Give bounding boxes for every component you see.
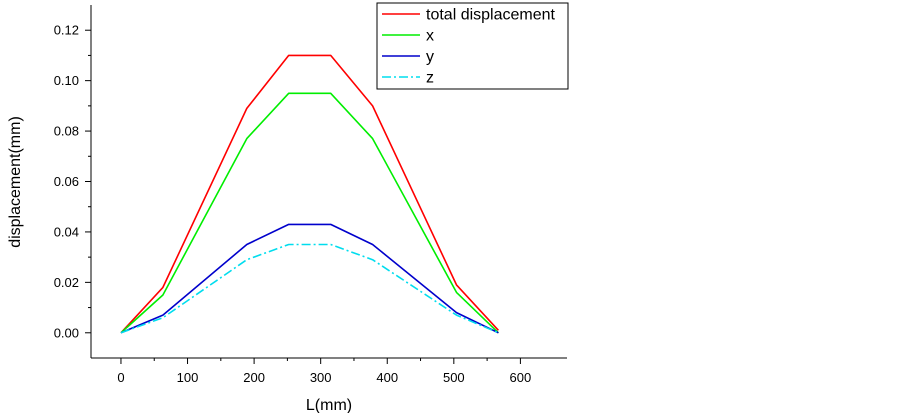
legend-box	[376, 2, 569, 90]
x-tick-label: 300	[310, 370, 332, 385]
y-tick-label: 0.12	[54, 23, 79, 38]
y-tick-label: 0.08	[54, 124, 79, 139]
series-line-z	[120, 243, 499, 334]
y-tick-label: 0.10	[54, 73, 79, 88]
legend-label: total displacement	[426, 7, 556, 24]
y-axis-label: displacement(mm)	[7, 116, 24, 248]
legend-label: z	[426, 70, 434, 87]
legend-label: x	[426, 28, 434, 45]
axes: 0 100 200 300 400 500 600 0.00 0.02 0.04 0.06 0.08 0…	[54, 5, 567, 385]
y-tick-label: 0.04	[54, 224, 79, 239]
x-tick-label: 400	[376, 370, 398, 385]
x-tick-label: 500	[443, 370, 465, 385]
series-line-total-displacement	[120, 54, 499, 334]
x-tick-label: 200	[243, 370, 265, 385]
legend: total displacement xyz	[376, 2, 569, 90]
y-tick-label: 0.06	[54, 174, 79, 189]
series-line-y	[120, 223, 499, 334]
legend-label: y	[426, 49, 434, 66]
x-tick-label: 100	[177, 370, 199, 385]
y-tick-label: 0.00	[54, 325, 79, 340]
x-tick-label: 600	[510, 370, 532, 385]
x-tick-label: 0	[117, 370, 124, 385]
y-tick-label: 0.02	[54, 275, 79, 290]
x-axis-label: L(mm)	[306, 397, 352, 413]
series-lines	[120, 54, 499, 334]
series-line-x	[120, 92, 499, 334]
